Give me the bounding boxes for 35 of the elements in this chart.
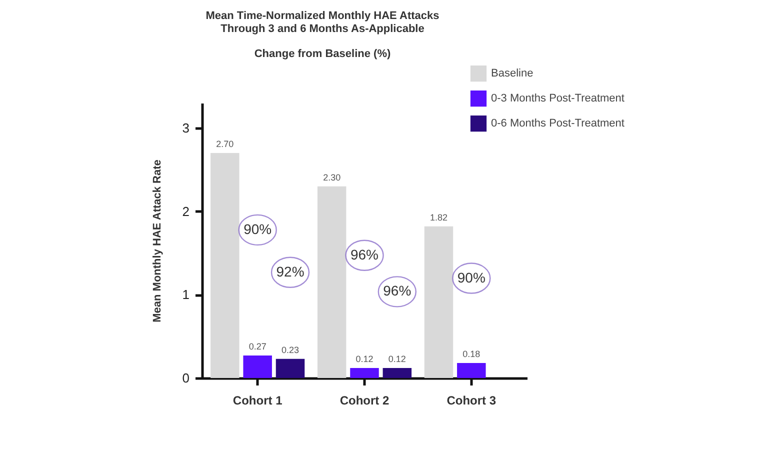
chart-subtitle: Change from Baseline (%) [254,48,391,60]
y-tick-label: 3 [182,120,190,136]
annotation: 90% [244,220,272,237]
annotation: 90% [457,269,486,286]
x-tick-label: Cohort 1 [232,394,283,408]
bar [424,226,454,378]
y-tick-label: 2 [182,204,190,219]
data-label: 1.82 [430,212,448,222]
data-label: 0.27 [248,342,266,352]
y-axis-title: Mean Monthly HAE Attack Rate [151,160,164,322]
legend-label: 0-3 Months Post-Treatment [491,92,624,104]
data-label: 0.23 [281,344,300,355]
annotation: 96% [383,282,412,299]
bar [276,358,305,378]
legend-label: Baseline [491,68,534,80]
legend-label: 0-6 Months Post-Treatment [491,118,624,130]
annotation: 92% [276,263,304,280]
x-tick-label: Cohort 3 [446,394,496,408]
text: Through 3 and 6 Months As-Applicable [220,23,424,35]
data-label: 0.12 [356,354,374,364]
annotation: 96% [350,246,379,262]
bar [350,368,379,378]
data-label: 2.30 [323,172,341,182]
y-tick-label: 0 [182,370,190,386]
bar [317,186,346,378]
data-label: 2.70 [216,139,234,149]
data-label: 0.12 [388,354,406,364]
bar [457,363,486,378]
y-tick-label: 1 [182,287,190,302]
bar [382,368,412,378]
data-label: 0.18 [462,349,480,359]
bar [210,153,240,378]
bar [243,356,272,378]
text: Mean Time-Normalized Monthly HAE Attacks [206,10,440,22]
x-tick-label: Cohort 2 [340,394,390,408]
